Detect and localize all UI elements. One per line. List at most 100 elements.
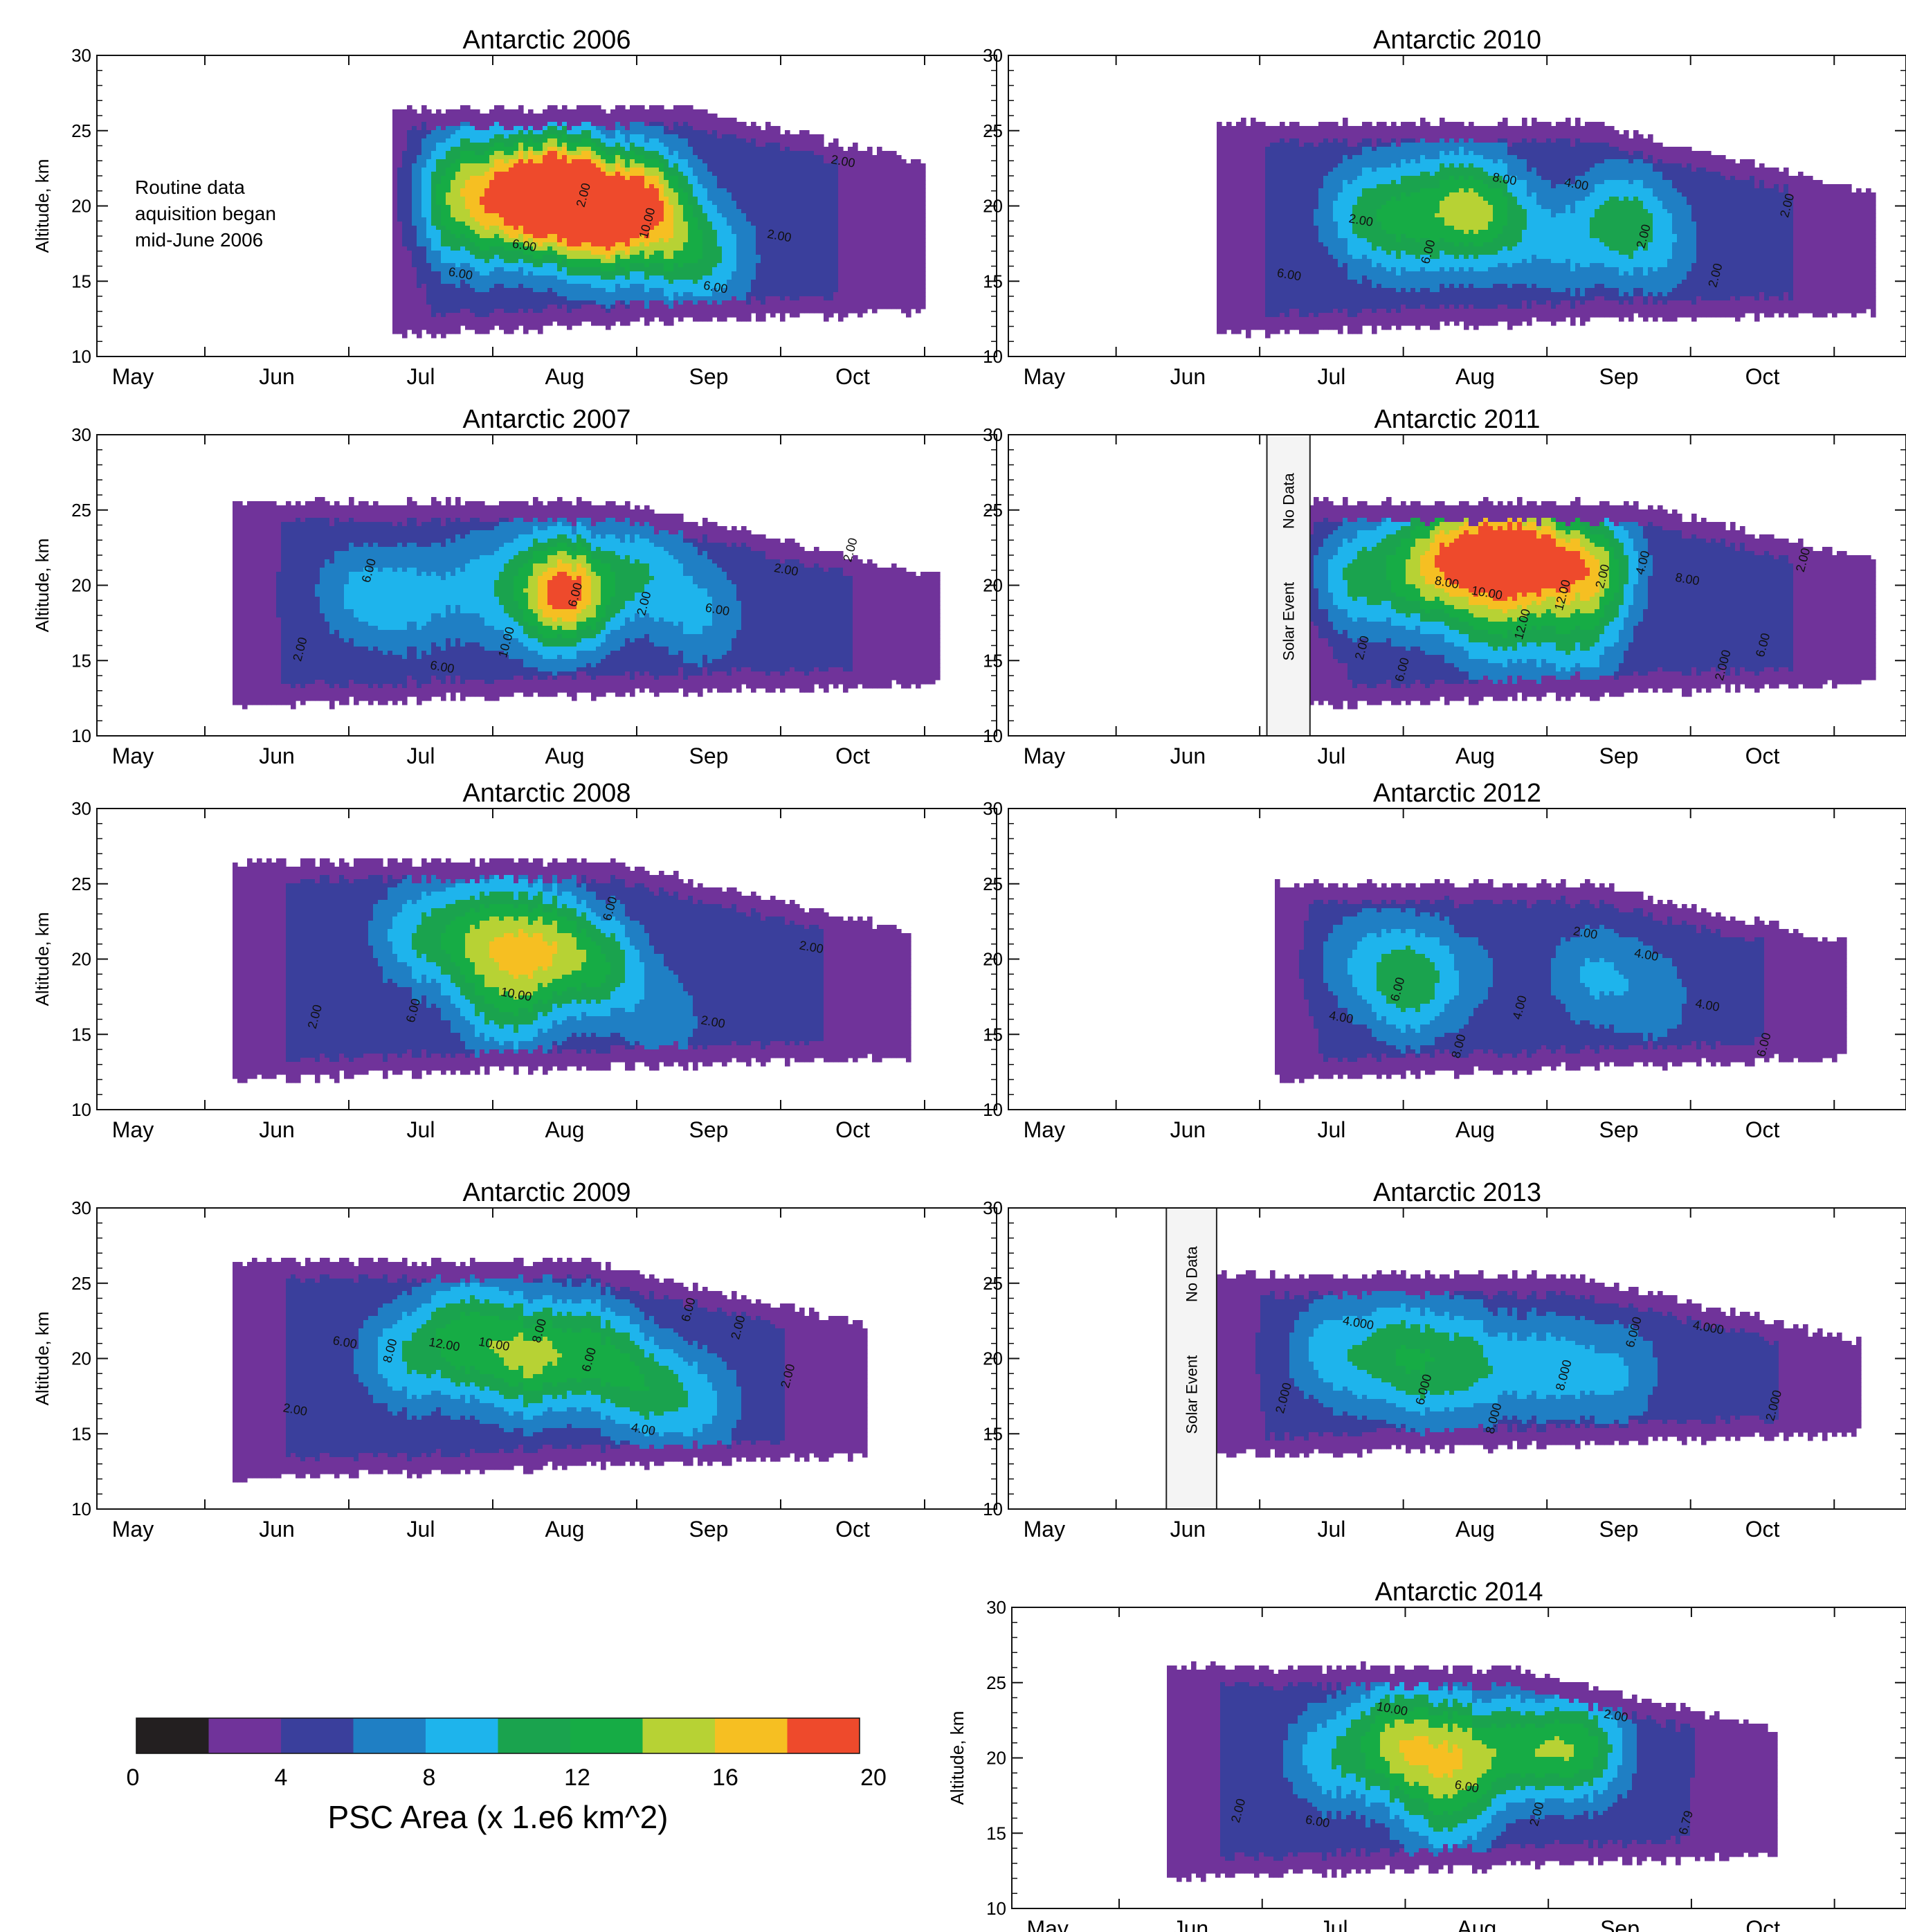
heat-cell	[417, 205, 422, 210]
heat-cell	[436, 325, 442, 330]
heat-cell	[421, 246, 427, 251]
heat-cell	[421, 159, 427, 164]
heat-cell	[436, 251, 442, 255]
heat-cell	[446, 172, 451, 177]
heat-cell	[431, 159, 437, 164]
heat-cell	[392, 329, 398, 334]
heat-cell	[397, 317, 403, 322]
heat-cell	[407, 213, 412, 218]
heat-cell	[392, 300, 398, 305]
heat-cell	[407, 259, 412, 264]
heat-cell	[392, 130, 398, 135]
heat-cell	[441, 192, 446, 197]
heat-cell	[402, 217, 408, 222]
heat-cell	[426, 197, 432, 201]
heat-cell	[436, 288, 442, 293]
heat-cell	[407, 321, 412, 326]
heat-cell	[412, 305, 417, 309]
heat-cell	[436, 226, 442, 231]
heat-cell	[402, 309, 408, 314]
heat-cell	[436, 114, 442, 118]
heat-cell	[421, 321, 427, 326]
heat-cell	[412, 209, 417, 214]
heat-cell	[421, 251, 427, 255]
heat-cell	[412, 130, 417, 135]
heat-cell	[431, 143, 437, 147]
heat-cell	[407, 267, 412, 272]
heat-cell	[402, 317, 408, 322]
heat-cell	[441, 213, 446, 218]
heat-cell	[407, 155, 412, 160]
heat-cell	[397, 184, 403, 189]
heat-cell	[402, 122, 408, 127]
heat-cell	[441, 259, 446, 264]
heat-cell	[426, 255, 432, 260]
heat-cell	[441, 276, 446, 280]
heat-cell	[426, 222, 432, 226]
heat-cell	[392, 267, 398, 272]
heat-cell	[397, 197, 403, 201]
heat-cell	[436, 126, 442, 131]
heat-cell	[417, 271, 422, 276]
heat-cell	[436, 143, 442, 147]
heat-cell	[426, 192, 432, 197]
heat-cell	[402, 325, 408, 330]
heat-cell	[402, 329, 408, 334]
heat-cell	[417, 288, 422, 293]
heat-cell	[412, 168, 417, 172]
heat-cell	[436, 242, 442, 247]
heat-cell	[441, 288, 446, 293]
heat-cell	[421, 222, 427, 226]
heat-cell	[431, 234, 437, 239]
heat-cell	[446, 151, 451, 156]
heat-cell	[412, 280, 417, 285]
heat-cell	[412, 292, 417, 297]
heat-cell	[441, 159, 446, 164]
heat-cell	[436, 238, 442, 243]
heat-cell	[426, 292, 432, 297]
heat-cell	[431, 242, 437, 247]
heat-cell	[421, 288, 427, 293]
heat-cell	[421, 168, 427, 172]
heat-cell	[421, 313, 427, 318]
heat-cell	[421, 114, 427, 118]
heat-cell	[441, 114, 446, 118]
heat-cell	[436, 176, 442, 181]
heat-cell	[426, 168, 432, 172]
heat-cell	[436, 217, 442, 222]
heat-cell	[407, 255, 412, 260]
heat-cell	[402, 255, 408, 260]
heat-cell	[441, 305, 446, 309]
heat-cell	[412, 147, 417, 152]
heat-cell	[431, 213, 437, 218]
heat-cell	[446, 130, 451, 135]
heat-cell	[431, 259, 437, 264]
heat-cell	[397, 313, 403, 318]
heat-cell	[417, 317, 422, 322]
heat-cell	[392, 205, 398, 210]
heat-cell	[397, 114, 403, 118]
heat-cell	[397, 300, 403, 305]
heat-cell	[421, 234, 427, 239]
heat-cell	[446, 184, 451, 189]
heat-cell	[412, 321, 417, 326]
heat-cell	[421, 309, 427, 314]
heat-cell	[397, 321, 403, 326]
heat-cell	[441, 122, 446, 127]
heat-cell	[412, 234, 417, 239]
heat-cell	[397, 255, 403, 260]
heat-cell	[407, 168, 412, 172]
heat-cell	[402, 280, 408, 285]
heat-cell	[417, 300, 422, 305]
heat-cell	[421, 147, 427, 152]
heat-cell	[431, 305, 437, 309]
heat-cell	[421, 276, 427, 280]
heat-cell	[426, 259, 432, 264]
heat-cell	[441, 329, 446, 334]
heat-cell	[436, 267, 442, 272]
heat-cell	[441, 130, 446, 135]
heat-cell	[412, 230, 417, 235]
heat-cell	[436, 122, 442, 127]
heat-cell	[426, 159, 432, 164]
heat-cell	[392, 138, 398, 143]
